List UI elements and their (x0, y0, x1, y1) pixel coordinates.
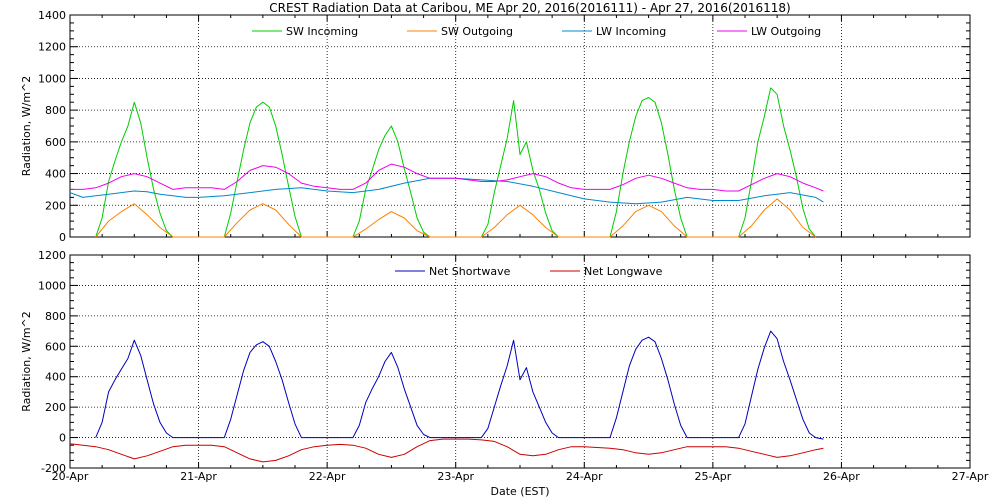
legend-label: LW Incoming (596, 25, 666, 38)
series-line-sw-outgoing (95, 198, 816, 238)
y-tick-label: 800 (45, 310, 66, 323)
y-tick-label: 1200 (38, 41, 66, 54)
y-axis-label: Radiation, W/m^2 (20, 311, 33, 412)
x-tick-label: 24-Apr (566, 470, 603, 483)
x-axis-label: Date (EST) (490, 485, 549, 498)
plot-frame (69, 14, 971, 238)
chart-panel-1: 0 200 400 600 800 1000 1200 1400 Radiation, W/m^… (20, 9, 971, 244)
series-line-lw-outgoing (70, 163, 824, 192)
y-axis-label: Radiation, W/m^2 (20, 76, 33, 177)
y-tick-label: 200 (45, 401, 66, 414)
series-line-net-longwave (69, 438, 824, 463)
legend-label: Net Shortwave (429, 265, 511, 278)
y-tick-label: 1000 (38, 279, 66, 292)
y-tick-label: 0 (59, 432, 66, 445)
legend-label: LW Outgoing (751, 25, 821, 38)
y-tick-label: 600 (45, 340, 66, 353)
x-tick-label: 25-Apr (694, 470, 731, 483)
y-tick-label: -200 (41, 462, 66, 475)
y-tick-label: 400 (45, 371, 66, 384)
series-line-lw-incoming (69, 177, 824, 205)
legend-label: Net Longwave (584, 265, 663, 278)
plot-frame (69, 254, 971, 469)
y-tick-label: 600 (45, 136, 66, 149)
chart-panel-2: -200 0 200 400 600 800 1000 1200 Radiation, W/m^… (20, 249, 971, 475)
x-tick-label: 26-Apr (823, 470, 860, 483)
x-tick-label: 27-Apr (952, 470, 989, 483)
y-tick-label: 200 (45, 199, 66, 212)
y-tick-label: 800 (45, 104, 66, 117)
x-tick-label: 21-Apr (180, 470, 217, 483)
chart-title: CREST Radiation Data at Caribou, ME Apr … (269, 1, 790, 15)
y-tick-label: 1200 (38, 249, 66, 262)
series-line-net-shortwave (95, 330, 824, 440)
y-tick-label: 400 (45, 168, 66, 181)
y-tick-label: 1400 (38, 9, 66, 22)
legend-label: SW Incoming (286, 25, 358, 38)
y-tick-label: 1000 (38, 72, 66, 85)
x-tick-label: 22-Apr (309, 470, 346, 483)
x-tick-label: 23-Apr (437, 470, 474, 483)
legend-label: SW Outgoing (441, 25, 513, 38)
y-tick-label: 0 (59, 231, 66, 244)
x-tick-label: 20-Apr (52, 470, 89, 483)
